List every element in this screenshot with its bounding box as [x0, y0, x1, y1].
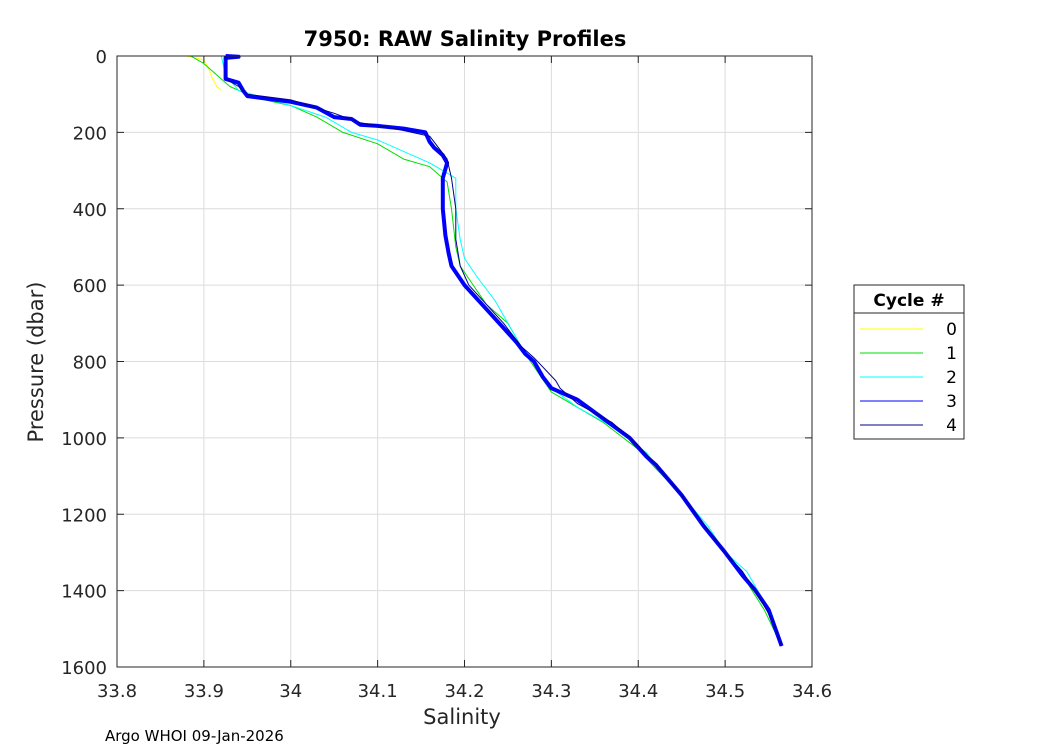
y-tick-label: 400	[73, 200, 107, 221]
y-tick-label: 1600	[61, 658, 107, 679]
y-tick-label: 0	[96, 47, 107, 68]
footer-credit: Argo WHOI 09-Jan-2026	[105, 727, 284, 745]
legend: Cycle # 0 1 2 3 4	[853, 284, 965, 440]
legend-label: 3	[946, 392, 957, 412]
x-tick-label: 34.3	[531, 681, 571, 702]
y-tick-label: 1400	[61, 582, 107, 603]
x-tick-label: 34.1	[358, 681, 398, 702]
x-tick-label: 34	[279, 681, 302, 702]
y-tick-labels: 0 200 400 600 800 1000 1200 1400 1600	[61, 47, 812, 679]
y-tick-label: 1000	[61, 429, 107, 450]
legend-entries: 0 1 2 3 4	[860, 320, 957, 436]
legend-title: Cycle #	[873, 291, 944, 311]
legend-label: 4	[946, 416, 957, 436]
x-tick-label: 33.8	[97, 681, 137, 702]
y-tick-label: 600	[73, 276, 107, 297]
x-axis-label: Salinity	[423, 705, 501, 729]
y-tick-label: 800	[73, 353, 107, 374]
y-axis-label: Pressure (dbar)	[24, 282, 48, 443]
x-tick-label: 34.6	[792, 681, 832, 702]
y-tick-label: 200	[73, 123, 107, 144]
legend-box	[853, 284, 965, 440]
legend-label: 0	[946, 320, 957, 340]
x-tick-label: 34.5	[705, 681, 745, 702]
x-tick-label: 34.4	[618, 681, 658, 702]
series-line-cycle-4	[225, 56, 783, 647]
legend-label: 1	[946, 344, 957, 364]
x-tick-labels: 33.8 33.9 34 34.1 34.2 34.3 34.4 34.5 34.6	[97, 56, 832, 702]
data-series	[186, 54, 784, 647]
legend-label: 2	[946, 368, 957, 388]
x-tick-label: 33.9	[184, 681, 224, 702]
x-tick-label: 34.2	[444, 681, 484, 702]
series-line-cycle-0	[186, 55, 222, 91]
y-tick-label: 1200	[61, 505, 107, 526]
chart-title: 7950: RAW Salinity Profiles	[304, 27, 627, 51]
